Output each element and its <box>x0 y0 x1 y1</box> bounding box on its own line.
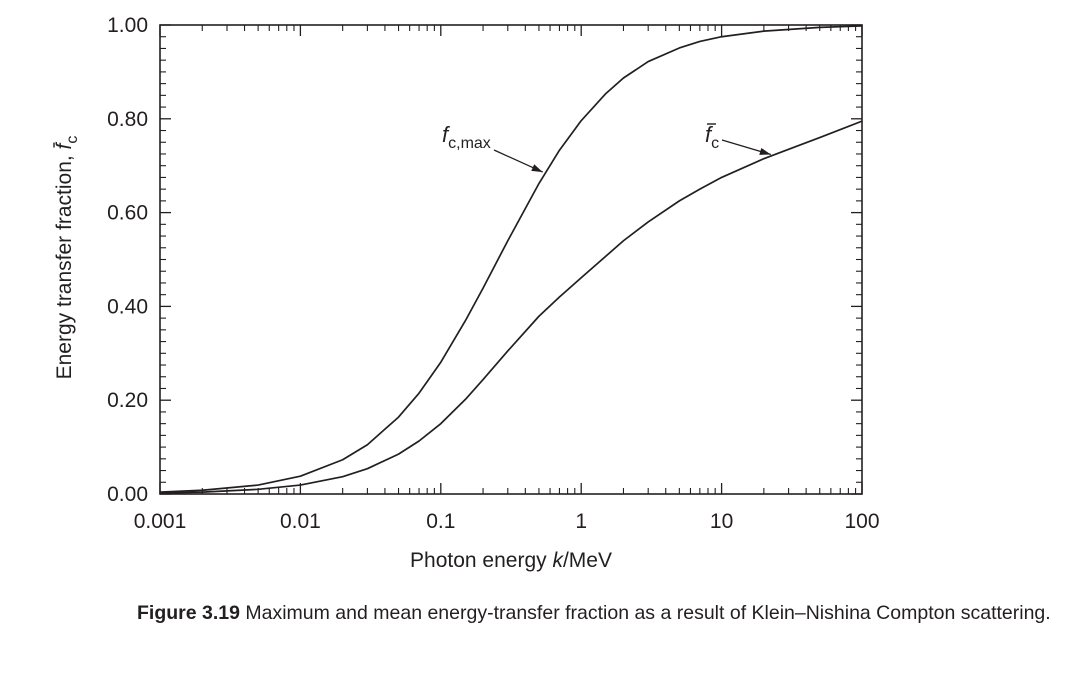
y-axis-title: Energy transfer fraction, fc <box>53 136 81 380</box>
axis-ticks <box>159 24 863 495</box>
y-tick-label: 0.20 <box>107 389 148 412</box>
y-tick-label: 0.00 <box>107 483 148 506</box>
tick-labels: 0.001 0.01 0.1 1 10 100 0.00 0.20 0.40 0.60 0.80 1.… <box>107 14 879 533</box>
y-axis-title-part: c <box>64 136 81 144</box>
plot-frame <box>159 24 863 495</box>
label-fc-mean-sub: c <box>711 135 719 152</box>
x-axis-title-part: k <box>552 549 564 572</box>
caption-label: Figure 3.19 <box>137 602 240 624</box>
caption-text: Maximum and mean energy-transfer fractio… <box>245 602 1051 624</box>
plot-border <box>159 24 863 495</box>
figure-caption: Figure 3.19 Maximum and mean energy-tran… <box>137 600 1057 626</box>
x-tick-label: 0.1 <box>426 510 455 533</box>
series-line-fc-mean <box>159 120 863 494</box>
label-fc-max: fc,max <box>442 122 491 152</box>
x-axis-title-part: Photon energy <box>410 549 552 572</box>
chart: 0.001 0.01 0.1 1 10 100 0.00 0.20 0.40 0.60 0.80 1.… <box>53 14 880 572</box>
annotations: fc,max fc <box>442 122 772 173</box>
arrow-fc-mean-head <box>759 147 771 155</box>
label-fc-mean: fc <box>705 122 719 152</box>
data-series <box>159 25 863 494</box>
series-line-fc-max <box>159 25 863 493</box>
x-axis-title-part: /MeV <box>563 549 612 572</box>
y-axis-title-part: f <box>53 141 76 149</box>
y-tick-label: 0.80 <box>107 108 148 131</box>
x-tick-label: 0.001 <box>134 510 187 533</box>
y-tick-label: 0.60 <box>107 202 148 225</box>
x-tick-label: 1 <box>575 510 587 533</box>
x-tick-label: 10 <box>710 510 733 533</box>
arrow-fc-max-head <box>531 164 543 173</box>
x-tick-label: 100 <box>844 510 879 533</box>
x-axis-title: Photon energy k/MeV <box>410 549 612 572</box>
axis-titles: Photon energy k/MeV Energy transfer fract… <box>53 136 612 572</box>
label-fc-mean-main: f <box>705 122 714 147</box>
label-fc-max-sub: c,max <box>448 135 491 152</box>
label-fc-max-main: f <box>442 122 451 147</box>
y-tick-label: 1.00 <box>107 14 148 37</box>
y-tick-label: 0.40 <box>107 295 148 318</box>
y-axis-title-part: Energy transfer fraction, <box>53 149 76 379</box>
x-tick-label: 0.01 <box>280 510 321 533</box>
